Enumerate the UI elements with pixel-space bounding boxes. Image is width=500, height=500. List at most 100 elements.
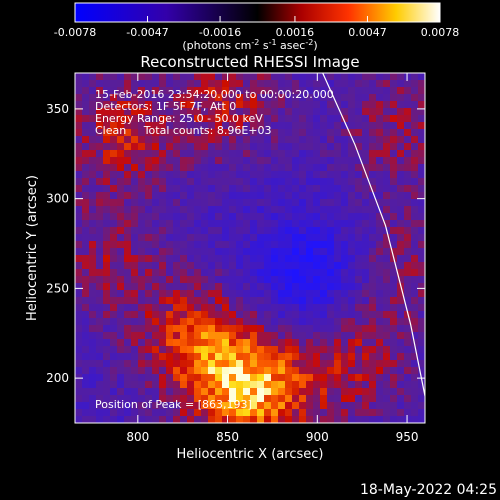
image-pixel [264, 129, 272, 137]
image-pixel [208, 220, 216, 228]
image-pixel [341, 304, 349, 312]
image-pixel [369, 395, 377, 403]
image-pixel [82, 73, 90, 81]
image-pixel [250, 381, 258, 389]
image-pixel [124, 332, 132, 340]
image-pixel [145, 248, 153, 256]
image-pixel [278, 262, 286, 270]
image-pixel [166, 388, 174, 396]
image-pixel [299, 409, 307, 417]
image-pixel [390, 101, 398, 109]
image-pixel [390, 108, 398, 116]
image-pixel [243, 304, 251, 312]
image-pixel [404, 171, 412, 179]
image-pixel [159, 248, 167, 256]
image-pixel [173, 325, 181, 333]
image-pixel [320, 122, 328, 130]
image-pixel [82, 353, 90, 361]
image-pixel [159, 409, 167, 417]
image-pixel [131, 255, 139, 263]
image-pixel [138, 206, 146, 214]
image-pixel [89, 87, 97, 95]
image-pixel [82, 227, 90, 235]
image-pixel [236, 150, 244, 158]
image-pixel [201, 409, 209, 417]
image-pixel [341, 325, 349, 333]
image-pixel [236, 143, 244, 151]
x-axis-ticks: 800 850 900 950 [126, 73, 419, 444]
image-pixel [376, 185, 384, 193]
image-pixel [306, 402, 314, 410]
image-pixel [159, 395, 167, 403]
image-pixel [173, 178, 181, 186]
image-pixel [229, 325, 237, 333]
image-pixel [138, 136, 146, 144]
image-pixel [257, 234, 265, 242]
image-pixel [404, 164, 412, 172]
image-pixel [292, 297, 300, 305]
image-pixel [278, 234, 286, 242]
image-pixel [418, 94, 425, 102]
image-pixel [348, 115, 356, 123]
image-pixel [166, 136, 174, 144]
image-pixel [194, 206, 202, 214]
image-pixel [306, 318, 314, 326]
image-pixel [355, 178, 363, 186]
image-pixel [215, 220, 223, 228]
image-pixel [173, 185, 181, 193]
image-pixel [320, 269, 328, 277]
image-pixel [320, 367, 328, 375]
image-pixel [124, 402, 132, 410]
image-pixel [411, 185, 419, 193]
image-pixel [208, 402, 216, 410]
image-pixel [299, 94, 307, 102]
image-pixel [229, 143, 237, 151]
image-pixel [390, 227, 398, 235]
image-pixel [390, 269, 398, 277]
image-pixel [173, 290, 181, 298]
image-pixel [278, 115, 286, 123]
image-pixel [271, 269, 279, 277]
image-pixel [222, 304, 230, 312]
image-pixel [278, 248, 286, 256]
image-pixel [348, 234, 356, 242]
image-pixel [103, 325, 111, 333]
image-pixel [180, 402, 188, 410]
image-pixel [348, 136, 356, 144]
image-pixel [411, 164, 419, 172]
image-pixel [103, 395, 111, 403]
image-pixel [194, 339, 202, 347]
image-pixel [404, 115, 412, 123]
image-pixel [250, 185, 258, 193]
image-pixel [397, 129, 405, 137]
image-pixel [369, 220, 377, 228]
image-pixel [103, 73, 111, 81]
image-pixel [285, 241, 293, 249]
image-pixel [383, 346, 391, 354]
image-pixel [82, 395, 90, 403]
image-pixel [383, 402, 391, 410]
image-pixel [278, 416, 286, 423]
image-pixel [390, 388, 398, 396]
image-pixel [404, 73, 412, 81]
image-pixel [96, 136, 104, 144]
image-pixel [334, 192, 342, 200]
image-pixel [138, 297, 146, 305]
image-pixel [327, 241, 335, 249]
image-pixel [166, 290, 174, 298]
image-pixel [229, 248, 237, 256]
image-pixel [355, 94, 363, 102]
image-pixel [299, 255, 307, 263]
image-pixel [236, 409, 244, 417]
image-pixel [257, 304, 265, 312]
image-pixel [327, 94, 335, 102]
image-pixel [131, 374, 139, 382]
image-pixel [159, 297, 167, 305]
image-pixel [138, 234, 146, 242]
image-pixel [376, 416, 384, 423]
image-pixel [320, 143, 328, 151]
image-pixel [208, 269, 216, 277]
image-pixel [362, 276, 370, 284]
image-pixel [313, 192, 321, 200]
image-pixel [159, 108, 167, 116]
